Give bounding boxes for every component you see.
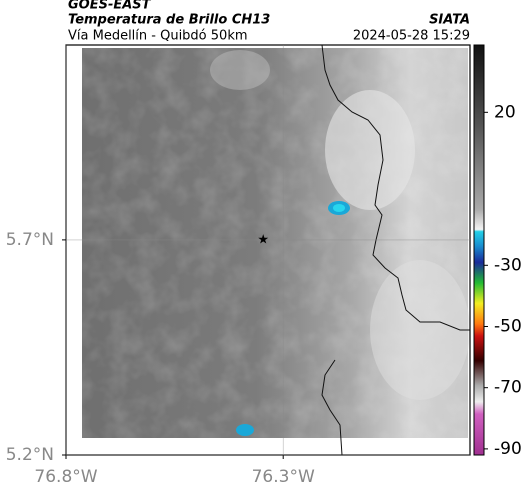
location-marker: ★ (257, 232, 269, 247)
bright-cloud (370, 260, 470, 400)
colorbar-tick-label: -50 (494, 316, 522, 336)
colorbar-tick-label: -30 (494, 255, 522, 275)
y-tick-label: 5.7°N (6, 230, 54, 250)
colorbar-tick-label: -90 (494, 439, 522, 459)
x-tick-label: 76.8°W (34, 467, 97, 487)
colorbar-tick-label: 20 (494, 102, 516, 122)
colorbar (473, 44, 485, 456)
subtitle: Temperatura de Brillo CH13 (68, 13, 270, 28)
border-line (321, 359, 343, 456)
timestamp: 2024-05-28 15:29 (353, 29, 470, 44)
bright-cloud (210, 50, 270, 90)
x-tick-label: 76.3°W (252, 467, 315, 487)
satellite-image (82, 48, 470, 438)
colorbar-tick-label: -70 (494, 378, 522, 398)
region: Vía Medellín - Quibdó 50km (68, 29, 248, 44)
y-tick-label: 5.2°N (6, 445, 54, 465)
cold-cloud (333, 204, 345, 212)
source: SIATA (429, 13, 470, 28)
title: GOES-EAST (68, 0, 152, 13)
cold-cloud (236, 424, 254, 436)
borders (321, 44, 470, 456)
bright-cloud (325, 90, 415, 210)
border-line (321, 44, 470, 331)
